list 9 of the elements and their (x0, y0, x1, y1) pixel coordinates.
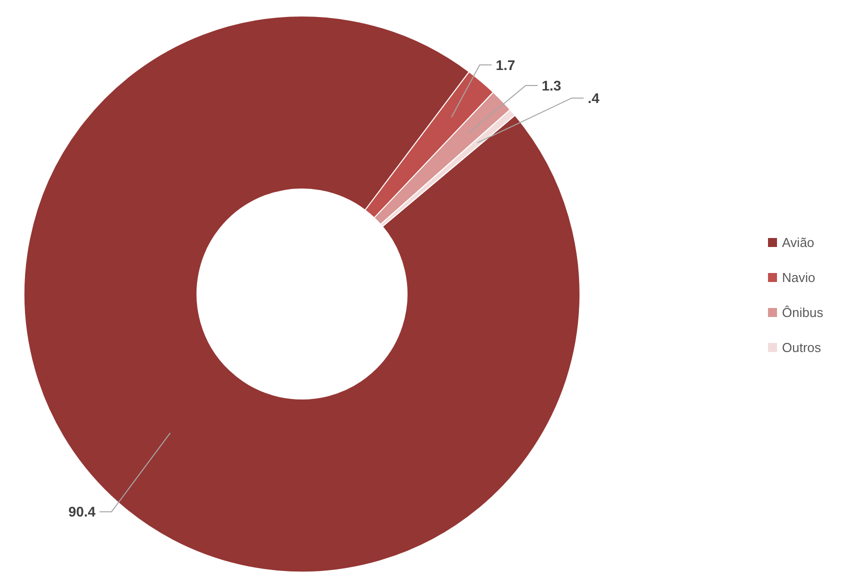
legend-label: Navio (782, 270, 816, 285)
data-label: .4 (588, 90, 600, 106)
legend-label: Outros (782, 340, 822, 355)
donut-slice (24, 16, 580, 572)
data-label: 1.7 (496, 56, 516, 73)
legend-label: Ônibus (782, 305, 824, 320)
data-label: 90.4 (68, 504, 96, 520)
legend-label: Avião (782, 235, 814, 250)
data-label: 1.3 (542, 77, 562, 94)
